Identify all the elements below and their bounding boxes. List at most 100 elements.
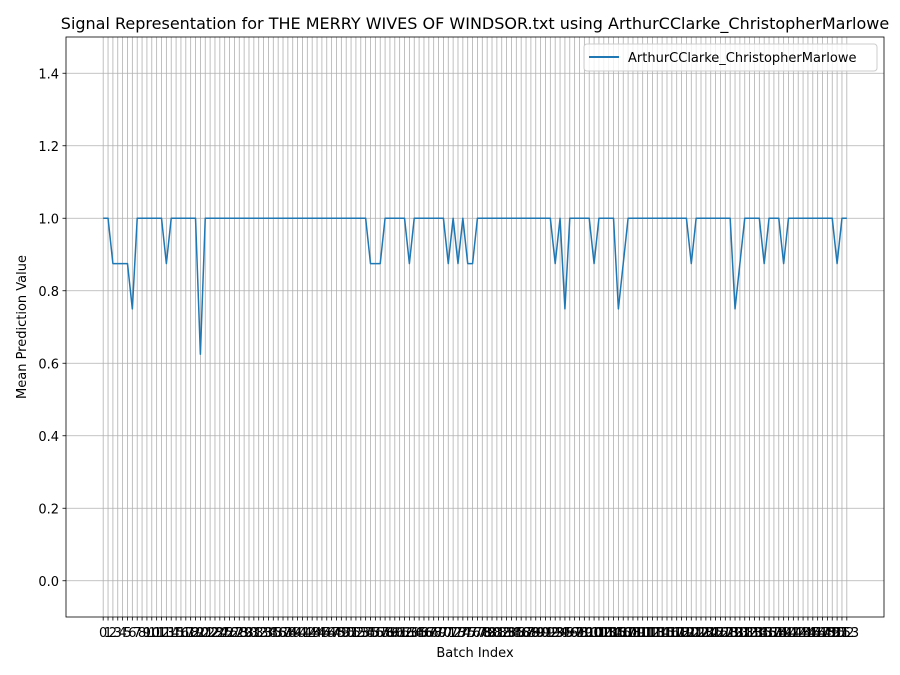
x-tick-label: 6	[128, 626, 136, 641]
x-tick-label: 121	[679, 626, 704, 641]
x-tick-label: 78	[474, 626, 491, 641]
x-tick-label: 45	[314, 626, 331, 641]
x-tick-label: 104	[596, 626, 621, 641]
x-tick-label: 35	[265, 626, 282, 641]
y-tick-label: 0.6	[38, 357, 59, 372]
x-tick-label: 55	[362, 626, 379, 641]
x-tick-label: 58	[377, 626, 394, 641]
x-tick-label: 61	[391, 626, 408, 641]
legend-label: ArthurCClarke_ChristopherMarlowe	[628, 51, 856, 66]
x-tick-label: 63	[401, 626, 418, 641]
x-tick-label: 107	[611, 626, 636, 641]
x-tick-label: 2	[109, 626, 117, 641]
x-tick-label: 111	[630, 626, 655, 641]
x-tick-label: 98	[571, 626, 588, 641]
x-tick-label: 72	[445, 626, 462, 641]
x-tick-label: 27	[226, 626, 243, 641]
x-tick-label: 148	[810, 626, 835, 641]
x-tick-label: 109	[621, 626, 646, 641]
x-tick-label: 9	[143, 626, 151, 641]
chart-title: Signal Representation for THE MERRY WIVE…	[61, 14, 889, 34]
x-tick-label: 96	[562, 626, 579, 641]
x-tick-label: 50	[338, 626, 355, 641]
x-tick-label: 52	[348, 626, 365, 641]
x-tick-label: 28	[231, 626, 248, 641]
x-tick-label: 108	[616, 626, 641, 641]
x-tick-label: 3	[114, 626, 122, 641]
x-tick-label: 42	[299, 626, 316, 641]
x-tick-label: 114	[645, 626, 670, 641]
x-tick-label: 62	[396, 626, 413, 641]
x-tick-label: 22	[202, 626, 219, 641]
x-tick-label: 119	[669, 626, 694, 641]
x-tick-label: 150	[820, 626, 845, 641]
x-tick-label: 38	[280, 626, 297, 641]
x-tick-label: 19	[187, 626, 204, 641]
x-tick-label: 153	[834, 626, 859, 641]
x-tick-label: 57	[372, 626, 389, 641]
x-tick-label: 122	[684, 626, 709, 641]
x-tick-label: 142	[781, 626, 806, 641]
x-tick-label: 76	[464, 626, 481, 641]
x-tick-label: 126	[703, 626, 728, 641]
x-tick-label: 73	[450, 626, 467, 641]
x-tick-label: 94	[552, 626, 569, 641]
x-tick-label: 125	[698, 626, 723, 641]
x-tick-label: 32	[250, 626, 267, 641]
x-tick-label: 128	[713, 626, 738, 641]
x-tick-label: 93	[547, 626, 564, 641]
y-tick-label: 0.0	[38, 575, 59, 590]
x-tick-label: 5	[123, 626, 131, 641]
x-tick-label: 66	[416, 626, 433, 641]
x-tick-label: 23	[207, 626, 224, 641]
x-tick-label: 116	[655, 626, 680, 641]
x-tick-label: 103	[591, 626, 616, 641]
x-tick-label: 149	[815, 626, 840, 641]
x-tick-label: 18	[182, 626, 199, 641]
line-series	[103, 217, 847, 355]
x-tick-label: 147	[805, 626, 830, 641]
x-tick-label: 84	[503, 626, 520, 641]
x-tick-label: 140	[771, 626, 796, 641]
x-tick-label: 81	[489, 626, 506, 641]
x-tick-label: 152	[830, 626, 855, 641]
x-tick-label: 102	[587, 626, 612, 641]
x-tick-label: 53	[353, 626, 370, 641]
x-tick-label: 110	[625, 626, 650, 641]
x-tick-label: 13	[158, 626, 175, 641]
x-tick-label: 69	[430, 626, 447, 641]
x-tick-label: 24	[212, 626, 229, 641]
x-tick-label: 132	[732, 626, 757, 641]
x-tick-label: 16	[173, 626, 190, 641]
x-tick-label: 56	[367, 626, 384, 641]
x-tick-label: 74	[455, 626, 472, 641]
x-tick-label: 85	[508, 626, 525, 641]
x-tick-label: 20	[192, 626, 209, 641]
x-tick-label: 31	[246, 626, 263, 641]
x-tick-label: 90	[532, 626, 549, 641]
x-tick-label: 4	[118, 626, 126, 641]
x-tick-label: 117	[659, 626, 684, 641]
x-tick-label: 139	[766, 626, 791, 641]
legend-box	[583, 43, 878, 72]
x-tick-label: 34	[260, 626, 277, 641]
x-tick-label: 101	[582, 626, 607, 641]
x-tick-label: 10	[144, 626, 161, 641]
x-tick-label: 12	[153, 626, 170, 641]
x-tick-label: 86	[513, 626, 530, 641]
x-tick-label: 124	[693, 626, 718, 641]
x-tick-label: 64	[406, 626, 423, 641]
y-axis-label: Mean Prediction Value	[15, 255, 30, 399]
x-tick-label: 129	[718, 626, 743, 641]
x-tick-label: 144	[791, 626, 816, 641]
x-tick-label: 118	[664, 626, 689, 641]
x-tick-label: 49	[333, 626, 350, 641]
x-tick-label: 60	[387, 626, 404, 641]
x-tick-label: 130	[723, 626, 748, 641]
x-tick-label: 127	[708, 626, 733, 641]
x-tick-label: 123	[689, 626, 714, 641]
x-tick-label: 77	[469, 626, 486, 641]
x-tick-label: 17	[178, 626, 195, 641]
